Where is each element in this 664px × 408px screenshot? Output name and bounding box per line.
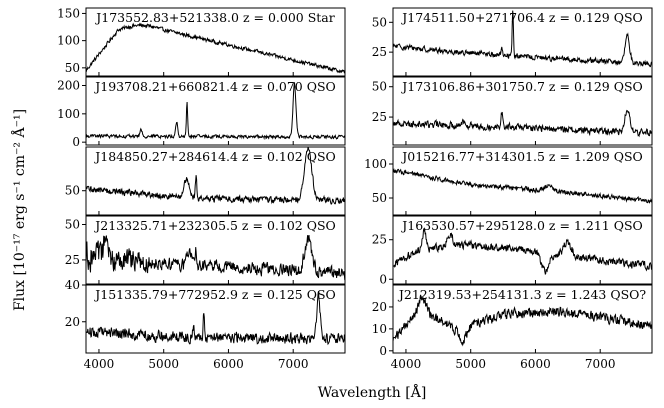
panel-frame (85, 284, 346, 354)
y-tick-label: 50 (372, 15, 387, 29)
y-tick-label: 50 (65, 218, 80, 232)
panel-title: J163530.57+295128.0 z = 1.211 QSO (400, 218, 643, 233)
y-tick-label: 25 (372, 110, 387, 124)
spectrum-panel: 4000 5000 6000 7000 0 10 20 J212319.53+254131.3… (372, 284, 653, 371)
y-tick-label: 50 (65, 61, 80, 75)
y-axis-label: Flux [10⁻¹⁷ erg s⁻¹ cm⁻² Å⁻¹] (10, 109, 28, 311)
y-tick-label: 0 (379, 344, 387, 358)
x-tick-label: 6000 (520, 357, 551, 371)
x-axis-label: Wavelength [Å] (318, 383, 427, 401)
spectrum-line (86, 147, 345, 205)
y-tick-label: 20 (372, 300, 387, 314)
y-tick-label: 25 (372, 233, 387, 247)
y-tick-label: 100 (57, 107, 80, 121)
spectrum-line (393, 167, 652, 204)
x-tick-label: 7000 (585, 357, 616, 371)
x-tick-label: 5000 (148, 357, 179, 371)
y-tick-label: 0 (379, 272, 387, 286)
panel-frame (392, 284, 653, 354)
spectrum-line (86, 22, 345, 74)
panel-frame (85, 7, 346, 77)
y-tick-label: 50 (65, 184, 80, 198)
y-tick-label: 150 (57, 6, 80, 20)
y-tick-label: 50 (372, 191, 387, 205)
panel-title: J151335.79+772952.9 z = 0.125 QSO (93, 287, 336, 302)
y-tick-label: 50 (372, 80, 387, 94)
panel-title: J173552.83+521338.0 z = 0.000 Star (94, 10, 335, 25)
spectrum-panel: 25 50 J213325.71+232305.5 z = 0.102 QSO (65, 215, 346, 285)
spectrum-panel: 50 100 J015216.77+314301.5 z = 1.209 QSO (364, 146, 653, 216)
spectrum-line (393, 109, 652, 138)
y-tick-label: 25 (65, 253, 80, 267)
x-tick-label: 4000 (84, 357, 115, 371)
panel-title: J193708.21+660821.4 z = 0.070 QSO (93, 79, 336, 94)
panel-frame (392, 76, 653, 146)
panel-frame (392, 7, 653, 77)
y-tick-label: 10 (372, 322, 387, 336)
panel-frame (85, 215, 346, 285)
spectrum-panel: 25 50 J174511.50+271706.4 z = 0.129 QSO (372, 7, 653, 77)
spectrum-line (86, 291, 345, 346)
spectrum-line (86, 82, 345, 141)
panel-title: J015216.77+314301.5 z = 1.209 QSO (400, 149, 643, 164)
panel-title: J173106.86+301750.7 z = 0.129 QSO (400, 79, 643, 94)
panel-title: J184850.27+284614.4 z = 0.102 QSO (93, 149, 336, 164)
panel-title: J213325.71+232305.5 z = 0.102 QSO (93, 218, 336, 233)
y-tick-label: 20 (65, 315, 80, 329)
x-tick-label: 7000 (278, 357, 309, 371)
spectrum-panel: 50 J184850.27+284614.4 z = 0.102 QSO (65, 146, 346, 216)
x-tick-label: 4000 (391, 357, 422, 371)
y-tick-label: 100 (364, 157, 387, 171)
x-tick-label: 6000 (213, 357, 244, 371)
y-tick-label: 100 (57, 34, 80, 48)
y-tick-label: 40 (65, 278, 80, 292)
panel-title: J174511.50+271706.4 z = 0.129 QSO (400, 10, 643, 25)
spectrum-panel: 4000 5000 6000 7000 20 40 J151335.79+772952.9 … (65, 278, 346, 371)
spectrum-panel: 0 100 200 J193708.21+660821.4 z = 0.070 QSO (57, 76, 346, 149)
spectrum-panel: 25 50 J173106.86+301750.7 z = 0.129 QSO (372, 76, 653, 146)
spectrum-line (393, 294, 652, 347)
panel-title: J212319.53+254131.3 z = 1.243 QSO? (397, 287, 647, 302)
x-tick-label: 5000 (455, 357, 486, 371)
y-tick-label: 0 (72, 135, 80, 149)
panel-frame (392, 215, 653, 285)
panel-frame (85, 146, 346, 216)
spectrum-line (86, 234, 345, 281)
y-tick-label: 200 (57, 79, 80, 93)
spectrum-line (393, 228, 652, 276)
spectrum-panel: 50 100 150 J173552.83+521338.0 z = 0.000 St… (57, 6, 346, 77)
spectrum-panel: 0 25 J163530.57+295128.0 z = 1.211 QSO (372, 215, 653, 286)
y-tick-label: 25 (372, 45, 387, 59)
spectrum-line (393, 10, 652, 68)
panel-frame (85, 76, 346, 146)
panel-frame (392, 146, 653, 216)
